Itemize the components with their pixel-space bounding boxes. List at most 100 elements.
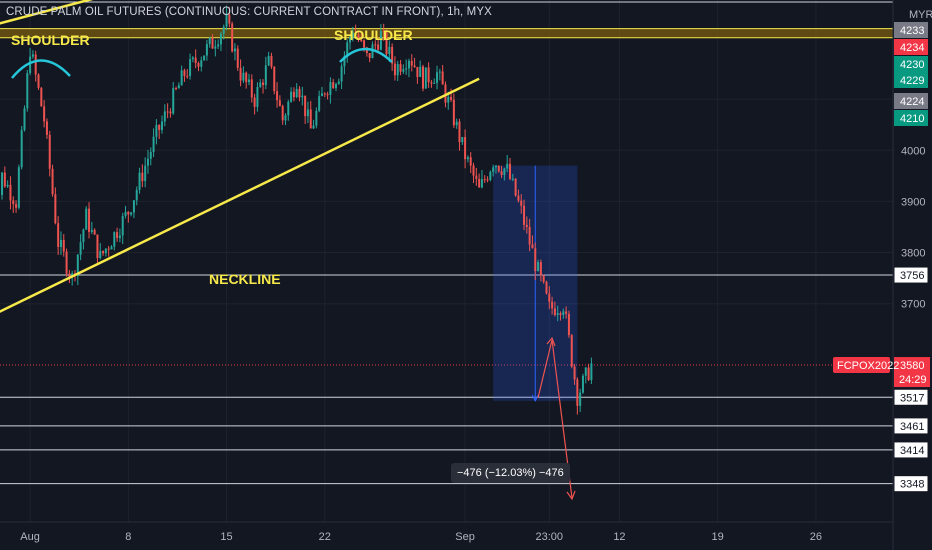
x-tick-label: 19: [712, 531, 724, 543]
candle-body: [214, 46, 217, 49]
candle-body: [287, 101, 290, 116]
measure-arrow-head: [531, 394, 539, 402]
candle-body: [59, 239, 62, 248]
candle-body: [163, 111, 166, 122]
candle-body: [545, 281, 548, 294]
candle-body: [494, 165, 497, 168]
candle-body: [581, 375, 584, 393]
candle-body: [396, 64, 399, 76]
candle-body: [242, 72, 245, 81]
candle-body: [548, 293, 551, 302]
candle-body: [438, 71, 441, 73]
candle-body: [121, 215, 124, 236]
candle-body: [337, 81, 340, 84]
candle-body: [579, 392, 582, 406]
candle-body: [377, 44, 380, 50]
candle-body: [492, 167, 495, 172]
x-tick-label: 22: [319, 531, 331, 543]
candle-body: [539, 262, 542, 276]
candle-body: [478, 178, 481, 188]
candle-body: [379, 31, 382, 50]
candle-body: [225, 14, 228, 27]
candle-body: [1, 172, 4, 196]
candle-body: [441, 71, 444, 85]
x-tick-label: 26: [810, 531, 822, 543]
candle-body: [573, 366, 576, 380]
candle-body: [436, 72, 439, 83]
candle-body: [551, 301, 554, 309]
candle-body: [587, 367, 590, 381]
candle-body: [177, 85, 180, 89]
candle-body: [222, 26, 225, 34]
candle-body: [186, 75, 189, 77]
price-tag: [894, 93, 928, 109]
x-tick-label: Sep: [455, 531, 475, 543]
candle-body: [525, 224, 528, 227]
candle-body: [368, 52, 371, 59]
candle-body: [523, 205, 526, 225]
candle-body: [500, 171, 503, 175]
candle-body: [413, 65, 416, 68]
candle-body: [183, 70, 186, 76]
candle-body: [433, 82, 436, 84]
candle-body: [332, 82, 335, 89]
x-tick-label: 23:00: [536, 531, 564, 543]
candle-body: [34, 54, 37, 75]
candle-body: [503, 168, 506, 175]
x-tick-label: 15: [220, 531, 232, 543]
candle-body: [82, 229, 85, 243]
candle-body: [37, 74, 40, 88]
candle-body: [312, 125, 315, 129]
price-tag: [894, 39, 928, 55]
candle-body: [166, 111, 169, 113]
x-tick-label: Aug: [20, 531, 40, 543]
candle-body: [29, 56, 32, 74]
level-tag-label: 3414: [900, 445, 924, 457]
candle-body: [189, 59, 192, 76]
candle-body: [466, 157, 469, 160]
candle-body: [256, 87, 259, 107]
candle-body: [116, 232, 119, 239]
measure-label: −476 (−12.03%) −476: [451, 463, 570, 483]
candle-body: [304, 95, 307, 117]
candle-body: [486, 179, 489, 181]
candle-body: [217, 44, 220, 47]
x-tick-label: 8: [125, 531, 131, 543]
candle-body: [416, 67, 419, 77]
level-tag: [893, 266, 929, 284]
candle-body: [290, 91, 293, 102]
candle-body: [452, 99, 455, 126]
candle-body: [31, 54, 34, 57]
y-tick-label: 4000: [901, 145, 925, 157]
candle-body: [326, 94, 329, 96]
candle-body: [472, 165, 475, 176]
candle-body: [152, 136, 155, 153]
candle-body: [292, 91, 295, 98]
candle-body: [248, 79, 250, 83]
current-price-label: 3580: [900, 360, 924, 372]
candle-body: [99, 250, 102, 259]
candle-body: [464, 136, 467, 160]
candle-body: [267, 55, 270, 66]
candle-body: [354, 32, 357, 35]
candle-body: [584, 367, 587, 376]
candle-body: [96, 234, 99, 259]
candle-body: [458, 121, 461, 143]
candle-body: [57, 223, 60, 248]
candle-body: [483, 179, 486, 181]
candle-body: [203, 55, 206, 61]
candle-body: [88, 208, 91, 233]
candle-body: [534, 248, 537, 272]
candle-body: [511, 178, 514, 180]
candle-body: [509, 163, 511, 179]
neckline-label: NECKLINE: [209, 271, 281, 287]
candle-body: [562, 311, 565, 315]
candle-body: [264, 65, 267, 86]
candle-body: [407, 60, 410, 69]
candle-body: [343, 55, 346, 67]
candle-body: [329, 82, 332, 95]
price-tag-label: 4229: [900, 75, 924, 87]
candle-body: [68, 273, 71, 277]
price-tag-label: 4224: [900, 96, 924, 108]
